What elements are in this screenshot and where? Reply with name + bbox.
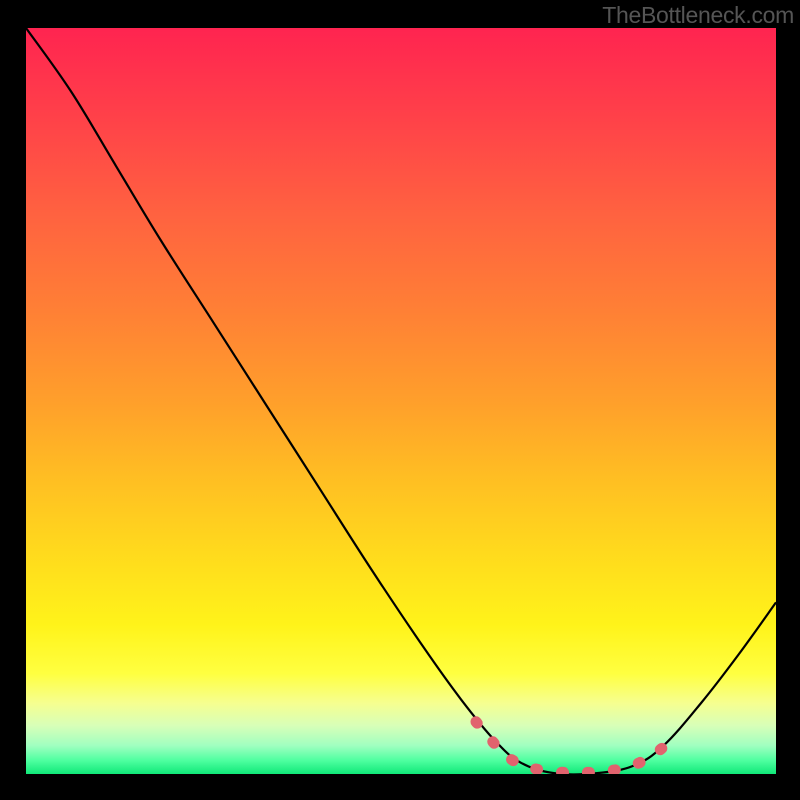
bottleneck-curve bbox=[26, 28, 776, 774]
chart-frame bbox=[0, 0, 800, 800]
watermark-text: TheBottleneck.com bbox=[602, 2, 794, 29]
curve-layer bbox=[26, 28, 776, 774]
optimal-range-highlight bbox=[476, 722, 675, 773]
watermark-container: TheBottleneck.com bbox=[602, 0, 800, 28]
plot-area bbox=[26, 28, 776, 774]
